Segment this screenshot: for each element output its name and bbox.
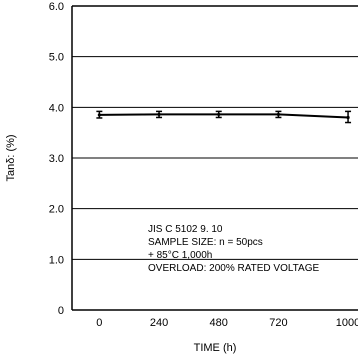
x-tick-label: 720 [269, 317, 287, 329]
gridlines [72, 56, 358, 260]
y-tick-label: 5.0 [49, 52, 64, 64]
annotation-line-1: JIS C 5102 9. 10 [148, 224, 223, 235]
annotation-box: JIS C 5102 9. 10 SAMPLE SIZE: n = 50pcs … [148, 224, 319, 274]
y-axis-label: Tanδ: (%) [5, 134, 17, 181]
x-tick-label: 240 [150, 317, 168, 329]
x-tick-label: 1000 [336, 317, 358, 329]
x-tick-label: 480 [210, 317, 228, 329]
y-tick-label: 3.0 [49, 153, 64, 165]
x-tick-labels: 0 240 480 720 1000 [96, 317, 358, 329]
series-group [96, 110, 352, 124]
y-tick-label: 2.0 [49, 204, 64, 216]
data-point [346, 115, 350, 120]
y-tick-label: 4.0 [49, 102, 64, 114]
y-tick-label: 1.0 [49, 254, 64, 266]
data-point [157, 112, 161, 117]
annotation-line-3: + 85°C 1,000h [148, 250, 212, 261]
data-point [97, 113, 101, 117]
data-point [217, 112, 221, 117]
y-tick-labels: 0 1.0 2.0 3.0 4.0 5.0 6.0 [49, 1, 64, 317]
x-tick-label: 0 [96, 317, 102, 329]
data-point [276, 112, 281, 117]
annotation-line-4: OVERLOAD: 200% RATED VOLTAGE [148, 263, 319, 274]
annotation-line-2: SAMPLE SIZE: n = 50pcs [148, 237, 263, 248]
series-line [99, 113, 349, 119]
y-tick-label: 0 [58, 305, 64, 317]
y-tick-label: 6.0 [49, 1, 64, 13]
x-axis-label: TIME (h) [194, 342, 237, 354]
